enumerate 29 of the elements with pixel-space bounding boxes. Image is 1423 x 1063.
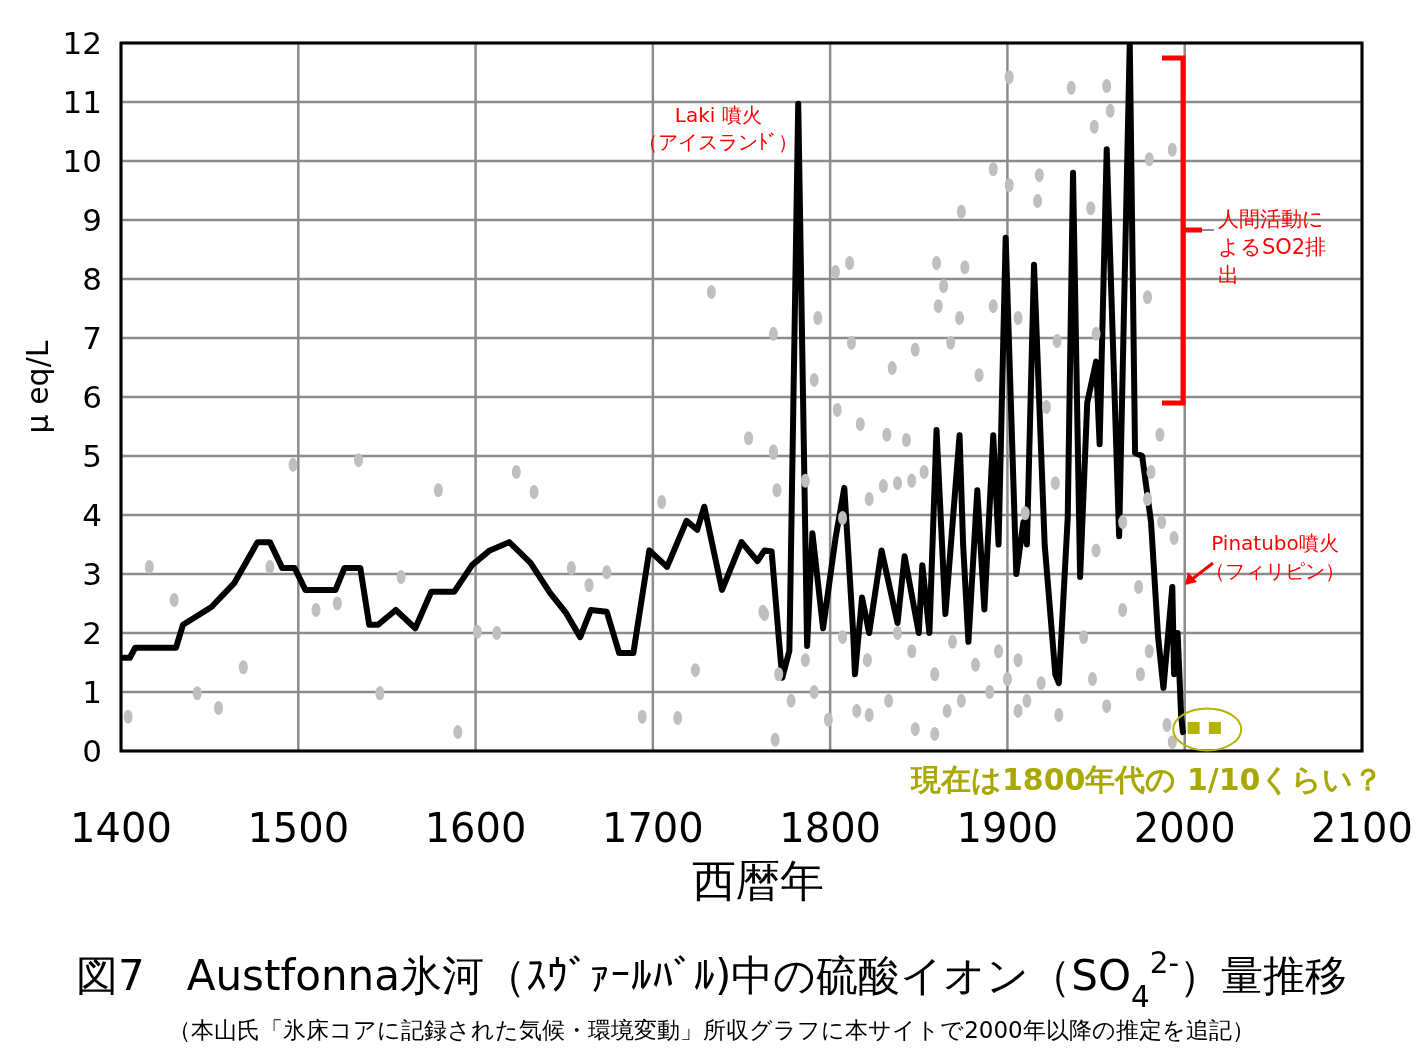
y-tick-label: 0	[82, 733, 102, 769]
y-tick-label: 3	[82, 556, 102, 592]
x-tick-label: 2100	[1311, 805, 1413, 851]
annotation: Laki 噴火（アイスランﾄﾞ）	[638, 103, 799, 154]
y-tick-label: 11	[62, 84, 102, 120]
x-tick-label: 1600	[424, 805, 527, 851]
y-tick-label: 6	[82, 379, 102, 415]
x-tick-label: 1700	[601, 805, 704, 851]
y-axis-title: μ eq/L	[20, 340, 55, 434]
annotation: 人間活動によるSO2排出	[1218, 207, 1327, 287]
y-tick-label: 10	[62, 143, 102, 179]
annotation: 現在は1800年代の 1/10くらい？	[909, 762, 1384, 798]
x-tick-label: 1400	[70, 805, 172, 851]
y-tick-label: 2	[82, 615, 102, 651]
text: 図7 Austfonna氷河（ｽｳﾞｧｰﾙﾊﾞﾙ)中の硫酸イオン（SO$_{4}$$^{2-}$）量推移	[76, 946, 1347, 1014]
y-tick-label: 1	[82, 674, 102, 710]
y-tick-label: 7	[82, 320, 102, 356]
y-tick-label: 9	[82, 202, 102, 238]
x-axis-title: 西暦年	[691, 855, 824, 906]
y-tick-label: 12	[62, 25, 102, 61]
x-tick-label: 1500	[247, 805, 350, 851]
x-tick-label: 1900	[956, 805, 1059, 851]
y-tick-label: 8	[82, 261, 102, 297]
annotation: Pinatubo噴火（フィリピン）	[1205, 531, 1345, 583]
y-tick-label: 5	[82, 438, 102, 474]
y-tick-label: 4	[82, 497, 102, 533]
text: （本山氏「氷床コアに記録された気候・環境変動」所収グラフに本サイトで2000年以降の推定を追記）	[168, 1017, 1255, 1043]
x-tick-label: 2000	[1133, 805, 1236, 851]
x-tick-label: 1800	[779, 805, 882, 851]
